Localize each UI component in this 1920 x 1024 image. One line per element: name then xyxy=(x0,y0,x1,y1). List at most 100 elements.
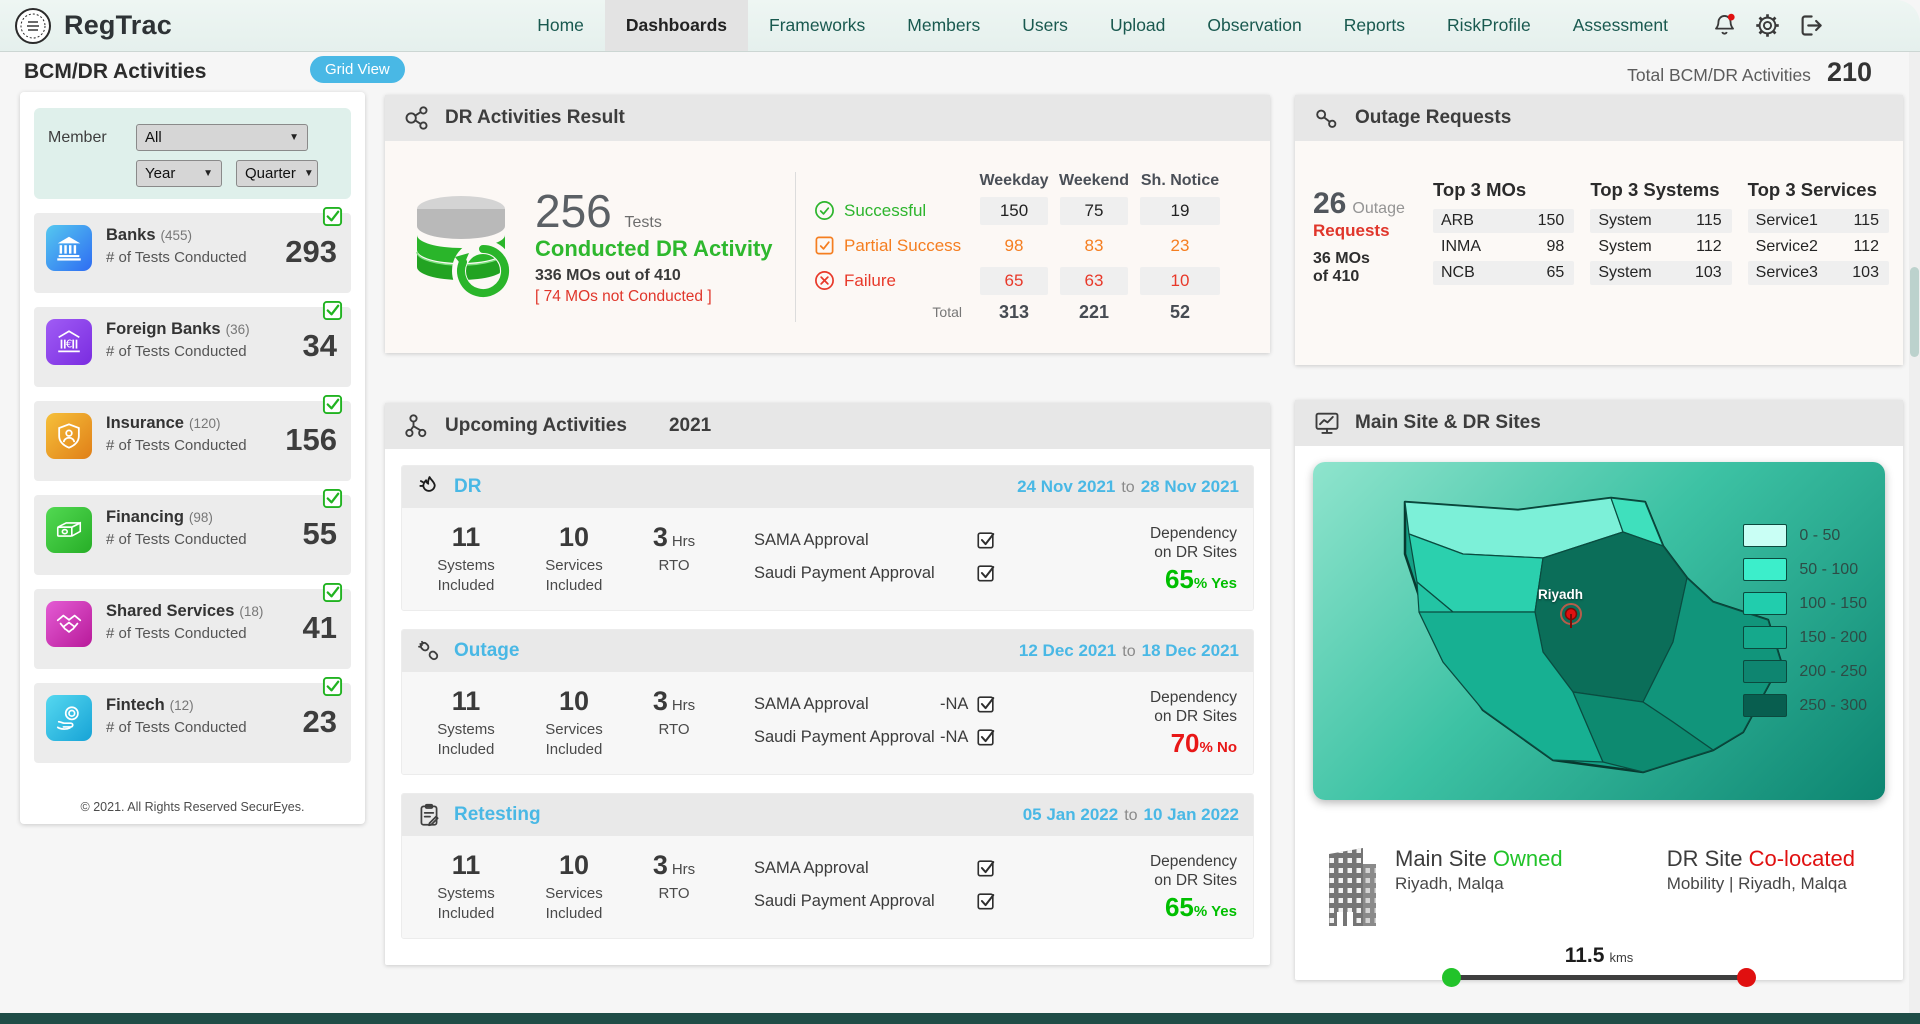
success-check-circle-icon xyxy=(815,201,834,220)
total-activities-value: 210 xyxy=(1826,57,1872,87)
nav-item-users[interactable]: Users xyxy=(1022,15,1068,35)
saudi-arabia-map[interactable]: Riyadh 0 - 50 50 - 100 100 - 150 150 - 2… xyxy=(1313,462,1885,800)
category-name: Fintech xyxy=(106,696,165,714)
nav-item-reports[interactable]: Reports xyxy=(1343,15,1406,35)
category-name: Financing xyxy=(106,508,184,526)
services-label: Services Included xyxy=(545,721,603,758)
category-name: Banks xyxy=(106,226,156,244)
table-row: INMA 98 xyxy=(1433,235,1574,259)
sites-body: Riyadh 0 - 50 50 - 100 100 - 150 150 - 2… xyxy=(1295,446,1903,987)
activity-name: DR xyxy=(454,476,482,497)
nav-item-dashboards[interactable]: Dashboards xyxy=(604,0,749,51)
outage-requests-header: Outage Requests xyxy=(1295,95,1903,141)
category-card-shared-services[interactable]: Shared Services (18) # of Tests Conducted… xyxy=(34,582,351,669)
nav-item-riskprofile[interactable]: RiskProfile xyxy=(1447,15,1531,35)
category-card-banks[interactable]: Banks (455) # of Tests Conducted 293 xyxy=(34,206,351,293)
main-site-block: Main Site Owned Riyadh, Malqa xyxy=(1395,846,1563,894)
date-to: 18 Dec 2021 xyxy=(1141,641,1239,660)
sites-info-row: Main Site Owned Riyadh, Malqa DR Site Co… xyxy=(1313,846,1885,928)
logout-icon[interactable] xyxy=(1797,12,1824,39)
dependency-label-2: on DR Sites xyxy=(1154,544,1237,562)
checkbox-checked-icon[interactable] xyxy=(976,694,996,714)
upcoming-activities-header: Upcoming Activities 2021 xyxy=(385,403,1270,449)
category-text: Shared Services (18) # of Tests Conducted xyxy=(106,602,263,642)
rto-value: 3 xyxy=(652,850,668,880)
table-cell: 19 xyxy=(1140,196,1220,225)
chevron-down-icon: ▼ xyxy=(303,168,314,179)
systems-stat: 11 Systems Included xyxy=(412,522,520,595)
outage-requests-panel: Outage Requests 26 Outage Requests 36 MOs… xyxy=(1295,95,1903,365)
dependency-label-2: on DR Sites xyxy=(1154,872,1237,890)
quarter-select[interactable]: Quarter ▼ xyxy=(236,160,318,187)
date-from: 12 Dec 2021 xyxy=(1018,641,1117,660)
dr-site-label: DR Site xyxy=(1666,846,1743,871)
upcoming-year: 2021 xyxy=(668,415,712,436)
rto-stat: 3 Hrs RTO xyxy=(628,522,720,576)
row-value: 103 xyxy=(1852,264,1879,281)
table-cell: 65 xyxy=(980,266,1048,295)
mos-not-conducted-line: [ 74 MOs not Conducted ] xyxy=(535,288,712,305)
row-label: Partial Success xyxy=(844,235,962,255)
row-name: ARB xyxy=(1441,212,1474,229)
row-value: 112 xyxy=(1696,238,1722,255)
table-row: Service3 103 xyxy=(1747,261,1889,285)
row-label: Failure xyxy=(844,270,896,290)
legend-item: 50 - 100 xyxy=(1743,558,1867,581)
date-to: 28 Nov 2021 xyxy=(1140,477,1239,496)
date-from: 24 Nov 2021 xyxy=(1017,477,1116,496)
nav-item-assessment[interactable]: Assessment xyxy=(1572,15,1668,35)
category-card-insurance[interactable]: Insurance (120) # of Tests Conducted 156 xyxy=(34,394,351,481)
handshake-icon xyxy=(46,601,92,647)
settings-gear-icon[interactable] xyxy=(1754,12,1781,39)
category-text: Insurance (120) # of Tests Conducted xyxy=(106,414,247,454)
nav-item-frameworks[interactable]: Frameworks xyxy=(769,15,866,35)
checkbox-checked-icon[interactable] xyxy=(976,858,996,878)
rto-label: RTO xyxy=(658,557,690,574)
category-card-fintech[interactable]: Fintech (12) # of Tests Conducted 23 xyxy=(34,676,351,763)
services-label: Services Included xyxy=(545,885,603,922)
scrollbar-thumb[interactable] xyxy=(1910,267,1919,357)
main-site-dot xyxy=(1442,968,1461,987)
main-site-location: Riyadh, Malqa xyxy=(1395,874,1504,893)
foreign-bank-icon: € xyxy=(46,319,92,365)
member-select[interactable]: All ▼ xyxy=(136,124,308,151)
row-name: INMA xyxy=(1441,238,1481,255)
category-card-foreign-banks[interactable]: € Foreign Banks (36) # of Tests Conducted… xyxy=(34,300,351,387)
checkbox-checked-icon[interactable] xyxy=(976,727,996,747)
total-cell: 221 xyxy=(1078,301,1110,322)
distance-unit: kms xyxy=(1609,950,1634,965)
table-cell: 10 xyxy=(1140,266,1220,295)
nav-item-members[interactable]: Members xyxy=(907,15,981,35)
upcoming-activities-body: DR 24 Nov 2021 to 28 Nov 2021 11 Systems I… xyxy=(385,449,1270,965)
row-value: 103 xyxy=(1694,264,1722,281)
services-count: 10 xyxy=(558,850,590,880)
legend-range: 50 - 100 xyxy=(1799,560,1859,578)
checkbox-checked-icon[interactable] xyxy=(976,891,996,911)
outage-top3-groups: Top 3 MOs ARB 150 INMA 98 NCB 65 Top 3 Syst… xyxy=(1433,179,1889,365)
checkbox-checked-icon xyxy=(322,582,343,608)
notifications-bell-icon[interactable] xyxy=(1711,12,1738,39)
category-count: (36) xyxy=(225,322,250,337)
checkbox-checked-icon[interactable] xyxy=(976,530,996,550)
top-icons xyxy=(1711,12,1824,39)
nav-item-observation[interactable]: Observation xyxy=(1207,15,1302,35)
page-scrollbar[interactable] xyxy=(1909,52,1920,1024)
main-site-label: Main Site xyxy=(1395,846,1487,871)
dependency-label-1: Dependency xyxy=(1149,525,1237,542)
year-select[interactable]: Year ▼ xyxy=(136,160,222,187)
nav-item-home[interactable]: Home xyxy=(537,15,584,35)
dr-result-content: 256 Tests Conducted DR Activity 336 MOs … xyxy=(385,141,1270,353)
nav-item-upload[interactable]: Upload xyxy=(1109,15,1166,35)
svg-text:€: € xyxy=(66,339,73,351)
row-value: 115 xyxy=(1853,212,1879,229)
grid-view-button[interactable]: Grid View xyxy=(310,56,405,83)
checkbox-checked-icon[interactable] xyxy=(976,563,996,583)
category-card-financing[interactable]: Financing (98) # of Tests Conducted 55 xyxy=(34,488,351,575)
legend-range: 150 - 200 xyxy=(1799,628,1867,646)
rto-unit: Hrs xyxy=(671,533,696,550)
fintech-icon xyxy=(46,695,92,741)
panel-title: DR Activities Result xyxy=(445,107,625,128)
category-value: 41 xyxy=(302,610,337,645)
tests-label: Tests xyxy=(624,214,662,231)
activity-body: 11 Systems Included 10 Services Included… xyxy=(402,672,1253,774)
